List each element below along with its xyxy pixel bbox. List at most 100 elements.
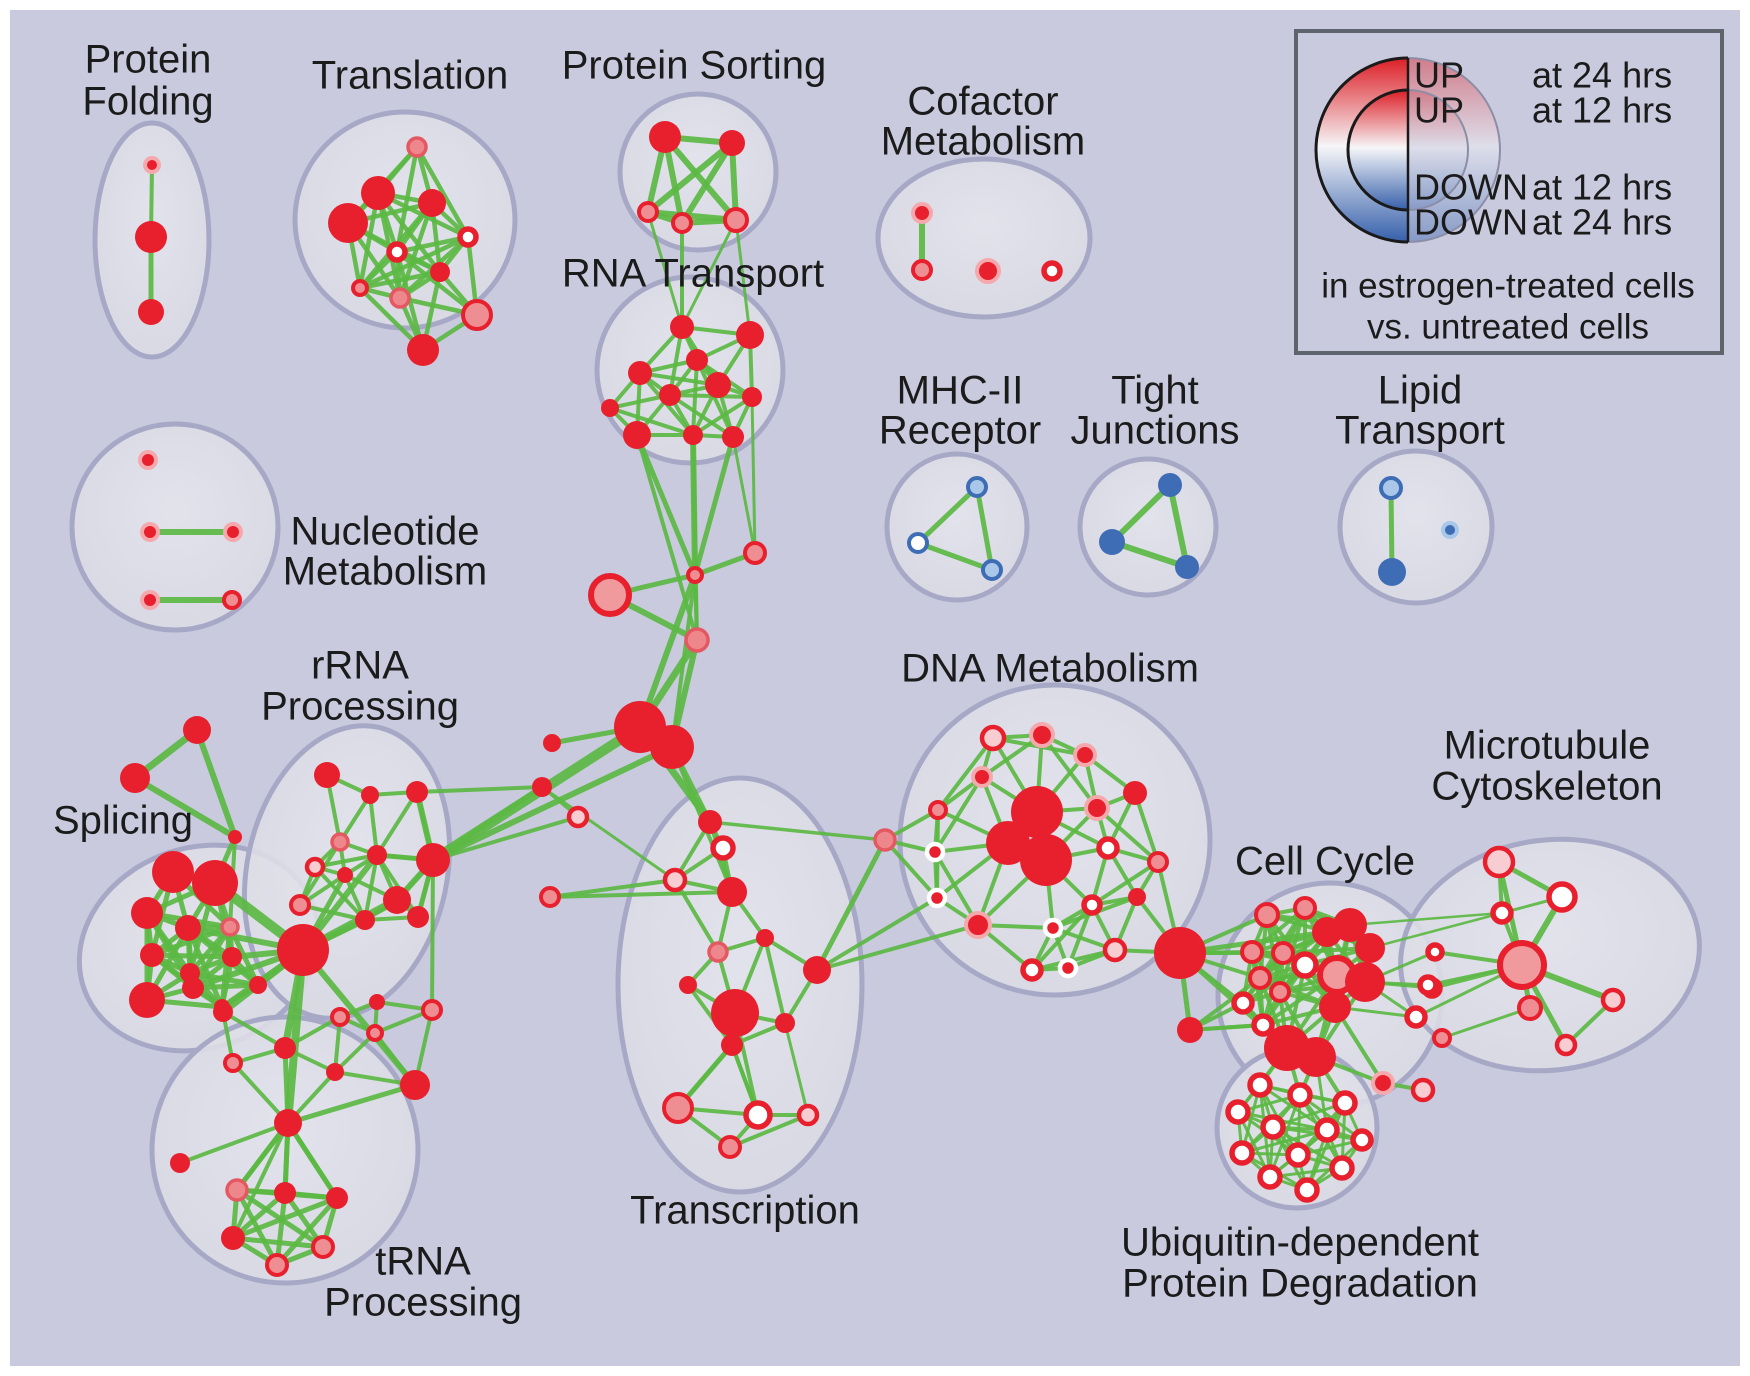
gene-node-t3[interactable] [328, 203, 368, 243]
gene-node-mt11[interactable] [1432, 1028, 1452, 1048]
gene-node-sp8[interactable] [129, 982, 165, 1018]
gene-node-rt6[interactable] [742, 387, 762, 407]
gene-node-sp7[interactable] [222, 947, 242, 967]
gene-node-dmb1[interactable] [1011, 786, 1063, 838]
gene-node-mt10[interactable] [1417, 974, 1439, 996]
gene-node-pf2[interactable] [138, 299, 164, 325]
gene-node-dm19[interactable] [1154, 927, 1206, 979]
gene-node-t8[interactable] [389, 287, 411, 309]
gene-node-tx4[interactable] [539, 886, 561, 908]
gene-node-nm0[interactable] [138, 450, 158, 470]
gene-node-cc4[interactable] [1355, 933, 1385, 963]
gene-node-sp1[interactable] [192, 860, 238, 906]
gene-node-rt10[interactable] [601, 399, 619, 417]
gene-node-lt1[interactable] [1378, 558, 1406, 586]
gene-node-tx1[interactable] [710, 835, 736, 861]
gene-node-tn4[interactable] [326, 1187, 348, 1209]
gene-node-dm6[interactable] [924, 841, 946, 863]
gene-node-cc19[interactable] [1410, 1077, 1436, 1103]
gene-node-tn6[interactable] [311, 1235, 335, 1259]
gene-node-mt0[interactable] [1482, 845, 1516, 879]
gene-node-rr17[interactable] [366, 1024, 384, 1042]
gene-node-cc13[interactable] [1251, 1013, 1275, 1037]
gene-node-cc0[interactable] [1254, 902, 1280, 928]
gene-node-sp9[interactable] [182, 977, 204, 999]
gene-node-tn2[interactable] [225, 1178, 249, 1202]
gene-node-nl2[interactable] [566, 805, 590, 829]
gene-node-mt3[interactable] [1425, 942, 1445, 962]
gene-node-dm8[interactable] [964, 911, 992, 939]
gene-node-nm3[interactable] [140, 590, 160, 610]
gene-node-pf1[interactable] [135, 221, 167, 253]
gene-node-t9[interactable] [461, 299, 493, 331]
gene-node-ub4[interactable] [1260, 1114, 1286, 1140]
gene-node-mh2[interactable] [981, 559, 1003, 581]
gene-node-dm3[interactable] [971, 766, 993, 788]
gene-node-sp5[interactable] [140, 943, 164, 967]
gene-node-rt4[interactable] [659, 384, 681, 406]
gene-node-dm15[interactable] [1102, 937, 1128, 963]
gene-node-ub1[interactable] [1287, 1082, 1313, 1108]
gene-node-rr10[interactable] [355, 910, 375, 930]
gene-node-ub8[interactable] [1285, 1142, 1311, 1168]
gene-node-tx12[interactable] [662, 1092, 694, 1124]
gene-node-t2[interactable] [418, 189, 446, 217]
gene-node-rt3[interactable] [628, 361, 652, 385]
gene-node-cc9[interactable] [1345, 962, 1385, 1002]
gene-node-dm9[interactable] [1042, 917, 1064, 939]
gene-node-rr18[interactable] [421, 999, 443, 1021]
gene-node-sp4[interactable] [220, 917, 240, 937]
gene-node-tx7[interactable] [679, 976, 697, 994]
gene-node-lt0[interactable] [1379, 476, 1403, 500]
gene-node-rr0[interactable] [314, 762, 340, 788]
gene-node-cf3[interactable] [1041, 260, 1063, 282]
gene-node-dm12[interactable] [1084, 795, 1110, 821]
gene-node-tn7[interactable] [265, 1253, 289, 1277]
gene-node-rr13[interactable] [223, 1053, 243, 1073]
gene-node-ch3[interactable] [684, 627, 710, 653]
gene-node-rt9[interactable] [722, 426, 744, 448]
gene-node-nm2[interactable] [223, 522, 243, 542]
gene-node-tx9[interactable] [711, 989, 759, 1037]
gene-node-ch0[interactable] [686, 566, 704, 584]
gene-node-mh1[interactable] [907, 532, 929, 554]
gene-node-cf0[interactable] [911, 202, 933, 224]
gene-node-rr4[interactable] [304, 856, 326, 878]
gene-node-cc5[interactable] [1240, 940, 1264, 964]
gene-node-rr9[interactable] [407, 906, 429, 928]
gene-node-nl1[interactable] [532, 777, 552, 797]
gene-node-mt6[interactable] [1600, 987, 1626, 1013]
gene-node-tr2[interactable] [228, 830, 242, 844]
gene-node-rr14[interactable] [274, 1037, 296, 1059]
gene-node-dmb2[interactable] [986, 821, 1030, 865]
gene-node-cc16[interactable] [1296, 1037, 1336, 1077]
gene-node-dm17[interactable] [1020, 958, 1044, 982]
gene-node-mt1[interactable] [1546, 881, 1578, 913]
gene-node-tj0[interactable] [1158, 473, 1182, 497]
gene-node-sp2[interactable] [131, 897, 163, 929]
gene-node-tx6[interactable] [707, 941, 729, 963]
gene-node-ub7[interactable] [1229, 1140, 1255, 1166]
gene-node-rr2[interactable] [406, 781, 428, 803]
gene-node-ch6[interactable] [543, 734, 561, 752]
gene-node-ps2[interactable] [637, 201, 659, 223]
gene-node-ub0[interactable] [1247, 1072, 1273, 1098]
gene-node-cc7[interactable] [1291, 951, 1319, 979]
gene-node-t6[interactable] [430, 262, 450, 282]
gene-node-rt0[interactable] [670, 315, 694, 339]
gene-node-rr20[interactable] [369, 994, 385, 1010]
gene-node-pf0[interactable] [143, 156, 161, 174]
gene-node-tx0[interactable] [698, 810, 722, 834]
gene-node-cc17[interactable] [1177, 1017, 1203, 1043]
gene-node-ps3[interactable] [671, 212, 693, 234]
gene-node-ub6[interactable] [1350, 1128, 1374, 1152]
gene-node-cf1[interactable] [911, 259, 933, 281]
gene-node-rt2[interactable] [686, 349, 708, 371]
gene-node-mt4[interactable] [1497, 940, 1547, 990]
gene-node-dm10[interactable] [1096, 836, 1120, 860]
gene-node-t4[interactable] [457, 226, 479, 248]
gene-node-mt9[interactable] [1404, 1005, 1428, 1029]
gene-node-tx5[interactable] [756, 929, 774, 947]
gene-node-cc1[interactable] [1293, 896, 1317, 920]
gene-node-rt1[interactable] [736, 321, 764, 349]
